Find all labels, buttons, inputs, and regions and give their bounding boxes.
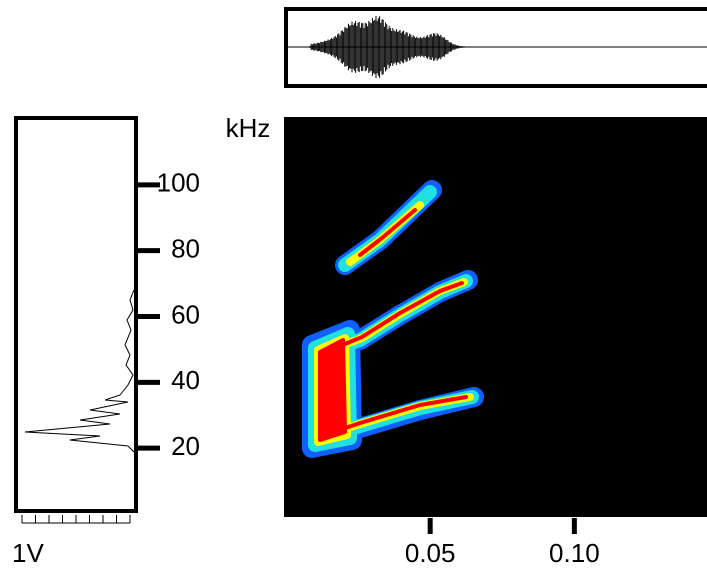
x-tick-label: 0.10	[549, 538, 600, 568]
y-axis-label: kHz	[226, 113, 271, 143]
y-tick-label: 100	[157, 168, 200, 198]
spectrogram-image	[302, 180, 484, 458]
y-tick-label: 20	[171, 431, 200, 461]
waveform	[309, 15, 479, 79]
amplitude-label: 1V	[12, 538, 44, 568]
x-tick-label: 0.05	[405, 538, 456, 568]
y-tick-label: 60	[171, 299, 200, 329]
spectrogram-panel	[284, 117, 707, 517]
y-tick-label: 40	[171, 365, 200, 395]
spectrum-panel	[14, 116, 138, 513]
waveform-trace	[309, 15, 479, 79]
power-spectrum-trace	[24, 289, 135, 453]
y-tick-label: 80	[171, 234, 200, 264]
amplitude-scale	[21, 515, 131, 524]
